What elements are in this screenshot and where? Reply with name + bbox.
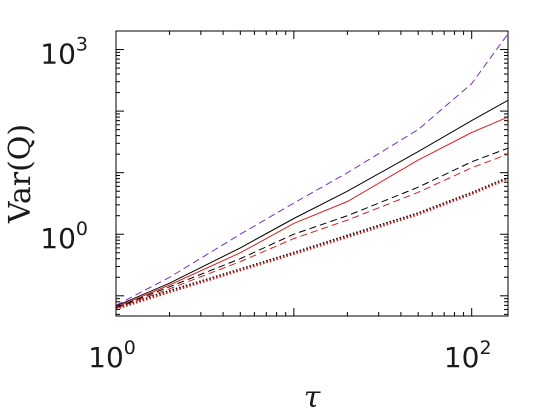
series-line-2-solid bbox=[115, 99, 509, 307]
y-tick-label: 100 bbox=[40, 218, 88, 255]
series-line-7-dotted bbox=[115, 177, 509, 311]
y-axis-label: Var(Q) bbox=[3, 124, 38, 224]
ticks-layer bbox=[115, 30, 508, 316]
series-layer bbox=[115, 33, 509, 311]
series-line-4-dashed bbox=[115, 147, 509, 309]
series-line-6-dotted bbox=[115, 176, 509, 310]
x-tick-label: 102 bbox=[444, 337, 492, 374]
y-tick-label: 103 bbox=[40, 34, 88, 71]
series-line-1-dashed bbox=[115, 33, 509, 306]
series-line-5-dashed bbox=[115, 153, 509, 309]
x-axis-label: τ bbox=[304, 380, 321, 415]
x-tick-label: 100 bbox=[88, 337, 136, 374]
series-line-3-solid bbox=[115, 116, 509, 308]
labels-layer: 100 102 100 103 bbox=[40, 34, 491, 374]
plot-frame bbox=[115, 30, 509, 317]
